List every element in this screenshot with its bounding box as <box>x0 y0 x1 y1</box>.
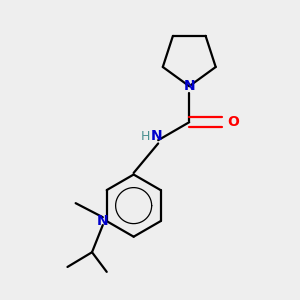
Text: N: N <box>97 214 109 228</box>
Text: N: N <box>151 129 162 143</box>
Text: O: O <box>227 115 239 129</box>
Text: N: N <box>183 79 195 93</box>
Text: H: H <box>141 130 150 143</box>
